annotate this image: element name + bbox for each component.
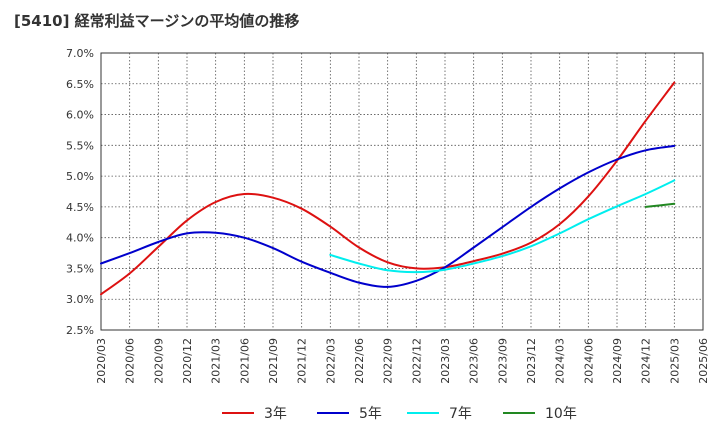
y-tick-label: 2.5%: [66, 324, 94, 337]
y-tick-label: 4.0%: [66, 232, 94, 245]
chart-title: [5410] 経常利益マージンの平均値の推移: [14, 12, 300, 30]
series-line-1: [100, 81, 676, 296]
x-tick-label: 2021/06: [238, 338, 251, 384]
y-tick-label: 6.0%: [66, 109, 94, 122]
y-tick-label: 3.5%: [66, 262, 94, 275]
x-tick-label: 2020/09: [152, 338, 165, 384]
legend-label-4: 10年: [545, 406, 577, 422]
x-tick-label: 2020/06: [124, 338, 137, 384]
x-tick-label: 2020/03: [95, 338, 108, 384]
x-tick-label: 2020/12: [181, 338, 194, 384]
x-tick-label: 2022/09: [382, 338, 395, 384]
plot-frame: [100, 52, 704, 331]
y-tick-label: 3.0%: [66, 293, 94, 306]
x-tick-label: 2021/09: [267, 338, 280, 384]
series-line-2: [100, 144, 676, 288]
y-tick-label: 6.5%: [66, 78, 94, 91]
y-tick-label: 5.0%: [66, 170, 94, 183]
x-tick-label: 2024/12: [640, 338, 653, 384]
x-tick-label: 2023/03: [439, 338, 452, 384]
legend-label-1: 3年: [264, 406, 287, 422]
x-tick-label: 2021/12: [296, 338, 309, 384]
x-tick-label: 2022/06: [353, 338, 366, 384]
legend-label-2: 5年: [359, 406, 382, 422]
x-tick-label: 2021/03: [210, 338, 223, 384]
series-line-3: [329, 179, 676, 274]
y-tick-label: 4.5%: [66, 201, 94, 214]
x-tick-label: 2022/03: [324, 338, 337, 384]
y-tick-label: 5.5%: [66, 139, 94, 152]
x-tick-label: 2025/03: [668, 338, 681, 384]
x-tick-label: 2025/06: [697, 338, 710, 384]
x-tick-label: 2024/06: [582, 338, 595, 384]
legend-label-3: 7年: [449, 406, 472, 422]
plot-area: [101, 53, 703, 330]
x-tick-label: 2023/12: [525, 338, 538, 384]
y-tick-label: 7.0%: [66, 47, 94, 60]
x-tick-label: 2023/06: [468, 338, 481, 384]
x-tick-label: 2022/12: [410, 338, 423, 384]
x-tick-label: 2024/03: [554, 338, 567, 384]
series-line-4: [644, 202, 676, 208]
x-tick-label: 2024/09: [611, 338, 624, 384]
x-tick-label: 2023/09: [496, 338, 509, 384]
